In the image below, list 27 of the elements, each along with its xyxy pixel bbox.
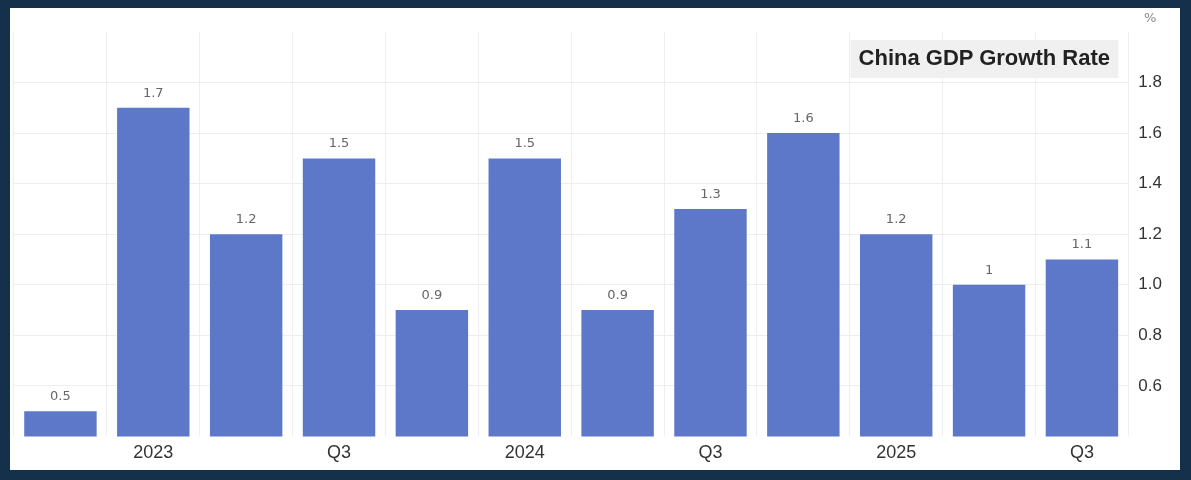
y-axis-title: %	[1144, 9, 1157, 25]
y-tick-label: 1.4	[1138, 173, 1163, 193]
y-tick-label: 1.6	[1138, 122, 1163, 142]
x-tick-label: 2024	[504, 442, 545, 463]
data-label: 1.2	[235, 211, 257, 227]
data-label: 1.2	[885, 211, 907, 227]
y-tick-label: 0.8	[1138, 324, 1163, 344]
data-label: 1.3	[700, 185, 721, 201]
x-tick-label: Q3	[698, 442, 723, 463]
data-label: 1.7	[142, 84, 164, 100]
y-tick-label: 1.0	[1138, 274, 1163, 294]
data-label: 1.5	[328, 135, 350, 151]
x-tick-label: 2023	[133, 442, 174, 463]
data-label: 1	[984, 261, 994, 277]
data-label: 1.5	[514, 135, 536, 151]
data-label: 0.9	[607, 286, 628, 302]
x-tick-label: Q3	[1069, 442, 1094, 463]
text: China GDP Growth Rate	[858, 45, 1110, 71]
y-tick-label: 0.6	[1138, 375, 1163, 395]
y-tick-label: 1.2	[1138, 223, 1163, 243]
x-tick-label: 2025	[876, 442, 917, 463]
data-label: 1.6	[793, 109, 814, 125]
y-tick-label: 1.8	[1138, 72, 1163, 92]
data-label: 0.9	[421, 286, 443, 302]
data-label: 1.1	[1071, 236, 1093, 252]
x-tick-label: Q3	[327, 442, 352, 463]
data-label: 0.5	[50, 388, 71, 403]
